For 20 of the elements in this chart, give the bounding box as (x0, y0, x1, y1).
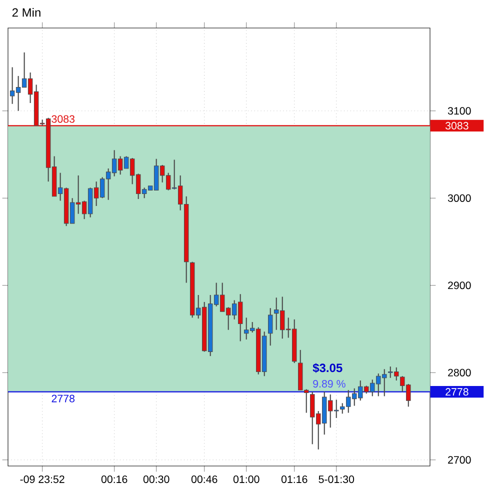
text: 2778 (446, 388, 468, 396)
chart-title: 2 Min (12, 8, 40, 17)
y-tick-label: 2700 (448, 456, 471, 464)
y-tick-label: 3100 (448, 107, 471, 115)
ref-line-label: 3083 (52, 115, 75, 123)
x-tick-label: 00:46 (191, 476, 218, 484)
x-tick-label: 00:16 (101, 476, 128, 484)
annotation: 9.89 % (313, 380, 346, 388)
y-tick-label: 2800 (448, 368, 471, 376)
ref-line-label: 2778 (52, 394, 75, 402)
x-tick-label: 01:16 (281, 476, 308, 484)
x-tick-label: 00:30 (143, 476, 170, 484)
y-tick-label: 3000 (448, 194, 471, 202)
annotation: $3.05 (312, 363, 342, 373)
x-tick-label: 01:00 (233, 476, 260, 484)
x-tick-label: -09 23:52 (20, 476, 64, 484)
y-tick-label: 2900 (448, 282, 471, 290)
candlestick (268, 308, 273, 346)
x-tick-label: 5-01:30 (318, 476, 354, 484)
text: 3083 (445, 122, 468, 130)
